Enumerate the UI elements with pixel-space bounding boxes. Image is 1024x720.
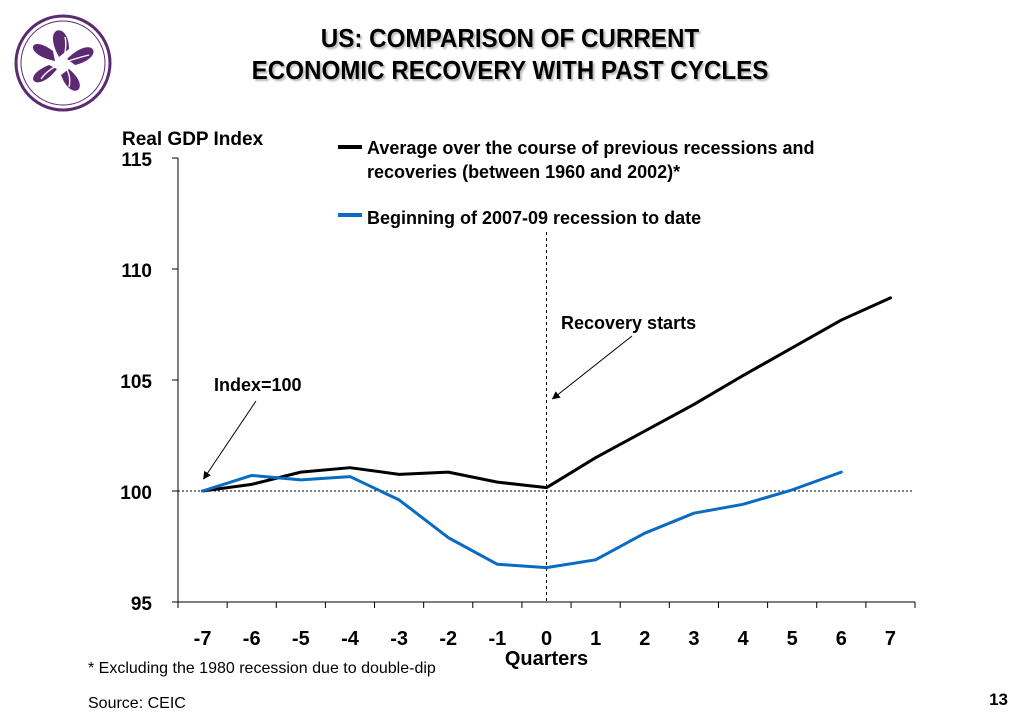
slide-title: US: COMPARISON OF CURRENT ECONOMIC RECOV…: [175, 22, 845, 86]
y-axis-title: Real GDP Index: [122, 129, 264, 150]
plot-area: 95 100 105 110 115 -7 -6 -5 -4 -3 -2 -1 0 1 2 3 4 5 6 7 Real…: [120, 129, 916, 670]
source-note: Source: CEIC: [88, 695, 186, 712]
annotation-index-100: Index=100: [214, 375, 302, 395]
legend-label-previous-line-1: Average over the course of previous rece…: [367, 138, 815, 158]
annotation-arrow-index-100: [203, 400, 257, 480]
x-tick-label: 4: [737, 628, 749, 650]
series-line-0: [201, 296, 892, 493]
x-tick-label: 2: [639, 628, 650, 650]
legend-item-previous: Average over the course of previous rece…: [367, 136, 815, 184]
series-line-1: [201, 470, 843, 570]
x-tick-label: -2: [439, 628, 457, 650]
x-tick-label: 0: [541, 628, 552, 650]
page-number: 13: [989, 690, 1008, 709]
slide-title-line-2: ECONOMIC RECOVERY WITH PAST CYCLES: [251, 55, 769, 85]
legend-label-current: Beginning of 2007-09 recession to date: [367, 208, 702, 228]
y-tick-label: 95: [131, 594, 153, 615]
legend-item-current: Beginning of 2007-09 recession to date: [367, 206, 701, 230]
annotation-recovery-starts: Recovery starts: [561, 313, 696, 333]
x-tick-label: -4: [341, 628, 360, 650]
x-tick-label: 7: [885, 628, 896, 650]
x-tick-label: -5: [292, 628, 310, 650]
y-tick-label: 100: [120, 483, 152, 504]
annotation-arrow-recovery-starts: [551, 335, 633, 400]
y-tick-label: 105: [120, 372, 152, 393]
x-tick-label: -7: [194, 628, 212, 650]
x-tick-label: -1: [488, 628, 506, 650]
x-tick-label: 6: [836, 628, 847, 650]
y-tick-label: 115: [121, 150, 152, 171]
hong-kong-bauhinia-logo: [14, 14, 112, 112]
legend-label-previous-line-2: recoveries (between 1960 and 2002)*: [367, 162, 681, 182]
x-tick-label: -6: [243, 628, 261, 650]
slide-title-line-1: US: COMPARISON OF CURRENT: [320, 23, 700, 53]
footnote: * Excluding the 1980 recession due to do…: [88, 660, 436, 677]
x-tick-label: 3: [688, 628, 699, 650]
x-tick-label: -3: [390, 628, 408, 650]
x-axis-title: Quarters: [505, 648, 588, 670]
y-tick-label: 110: [121, 261, 152, 282]
x-tick-label: 1: [590, 628, 601, 650]
x-tick-label: 5: [787, 628, 798, 650]
